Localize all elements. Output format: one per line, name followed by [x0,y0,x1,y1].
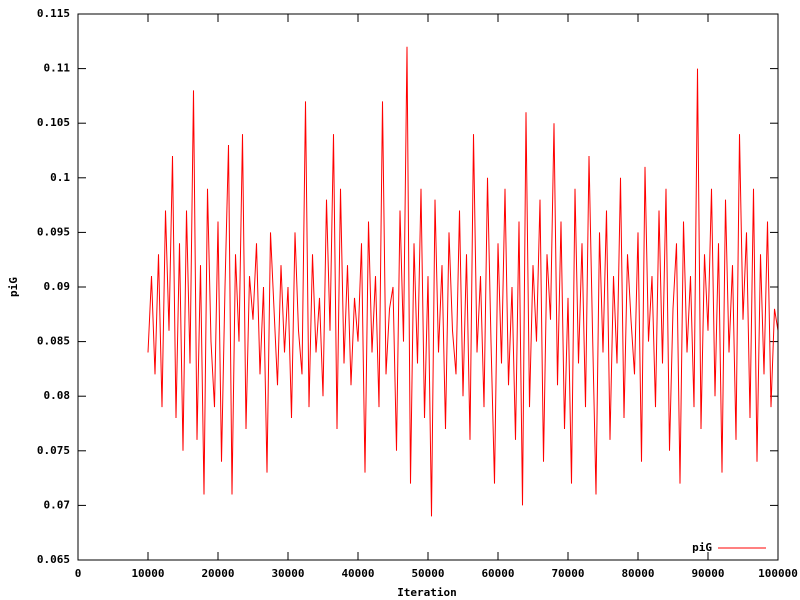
y-tick-label: 0.075 [37,444,70,457]
x-tick-label: 40000 [341,567,374,580]
y-tick-label: 0.065 [37,553,70,566]
x-axis-label: Iteration [397,586,457,599]
y-tick-label: 0.105 [37,116,70,129]
x-tick-label: 70000 [551,567,584,580]
x-tick-label: 10000 [131,567,164,580]
y-tick-label: 0.07 [44,498,71,511]
legend-label: piG [692,541,712,554]
y-tick-label: 0.08 [44,389,71,402]
y-tick-label: 0.11 [44,62,71,75]
y-tick-label: 0.115 [37,7,70,20]
x-tick-label: 20000 [201,567,234,580]
x-tick-label: 60000 [481,567,514,580]
x-tick-label: 30000 [271,567,304,580]
y-tick-label: 0.1 [50,171,70,184]
y-tick-label: 0.09 [44,280,71,293]
x-tick-label: 0 [75,567,82,580]
x-tick-label: 80000 [621,567,654,580]
y-axis-label: piG [7,277,20,297]
x-tick-label: 50000 [411,567,444,580]
x-tick-label: 90000 [691,567,724,580]
plot-border [77,13,779,561]
series-line [147,46,779,517]
y-tick-label: 0.085 [37,335,70,348]
y-tick-label: 0.095 [37,225,70,238]
x-tick-label: 100000 [758,567,798,580]
